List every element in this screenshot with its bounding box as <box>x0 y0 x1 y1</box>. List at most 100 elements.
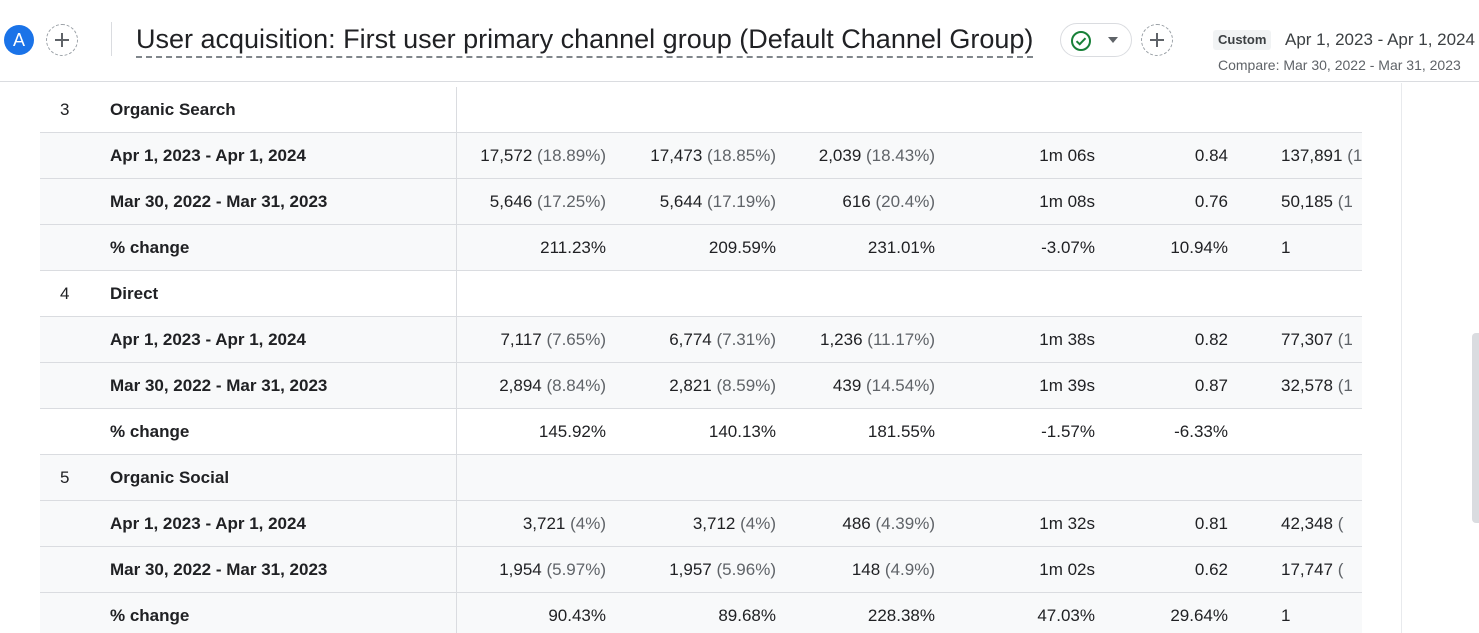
table-row: Apr 1, 2023 - Apr 1, 2024 7,117 (7.65%) … <box>40 317 1362 363</box>
cell-total-users: 2,894 (8.84%) <box>499 376 606 395</box>
cell-engaged-sessions: 0.87 <box>1194 376 1228 395</box>
caret-down-icon <box>1108 37 1118 43</box>
cell-engaged-sessions: 0.81 <box>1194 514 1228 533</box>
report-title[interactable]: User acquisition: First user primary cha… <box>136 22 1034 58</box>
cell-engaged-sessions: -6.33% <box>1174 422 1228 441</box>
cell-engagement-time: -3.07% <box>1041 238 1095 257</box>
cell-total-users: 90.43% <box>548 606 606 625</box>
cell-engagement-time: -1.57% <box>1041 422 1095 441</box>
content-gutter <box>1401 83 1402 633</box>
cell-new-users: 2,821 (8.59%) <box>669 376 776 395</box>
table-row-channel[interactable]: 5 Organic Social <box>40 455 1362 501</box>
column-divider <box>456 271 457 317</box>
column-divider <box>456 547 457 593</box>
cell-returning-users: 616 (20.4%) <box>842 192 935 211</box>
table-row-change: % change 90.43% 89.68% 228.38% 47.03% 29… <box>40 593 1362 633</box>
add-comparison-button[interactable] <box>46 24 78 56</box>
cell-engaged-sessions: 0.62 <box>1194 560 1228 579</box>
cell-engaged-sessions: 29.64% <box>1170 606 1228 625</box>
row-date-label: Apr 1, 2023 - Apr 1, 2024 <box>110 146 306 165</box>
cell-total-users: 1,954 (5.97%) <box>499 560 606 579</box>
cell-engagement-time: 1m 08s <box>1039 192 1095 211</box>
cell-returning-users: 231.01% <box>867 238 935 257</box>
acquisition-table: 3 Organic Search Apr 1, 2023 - Apr 1, 20… <box>40 87 1362 633</box>
cell-total-users: 3,721 (4%) <box>522 514 606 533</box>
cell-engagement-time: 1m 39s <box>1039 376 1095 395</box>
add-filter-button[interactable] <box>1141 24 1173 56</box>
cell-total-users: 17,572 (18.89%) <box>480 146 606 165</box>
column-divider <box>456 501 457 547</box>
cell-event-count: 32,578 (1 <box>1281 376 1353 395</box>
column-divider <box>456 409 457 455</box>
channel-name[interactable]: Direct <box>110 284 159 303</box>
cell-engagement-time: 1m 38s <box>1039 330 1095 349</box>
cell-returning-users: 439 (14.54%) <box>832 376 935 395</box>
plus-icon <box>55 33 69 47</box>
cell-engaged-sessions: 0.76 <box>1194 192 1228 211</box>
channel-name[interactable]: Organic Search <box>110 100 236 119</box>
row-date-label: Mar 30, 2022 - Mar 31, 2023 <box>110 192 328 211</box>
cell-event-count: 1 <box>1281 238 1291 257</box>
cell-total-users: 7,117 (7.65%) <box>500 330 606 349</box>
report-header: A User acquisition: First user primary c… <box>0 0 1479 82</box>
cell-total-users: 211.23% <box>540 238 606 257</box>
column-divider <box>456 363 457 409</box>
table-row: Apr 1, 2023 - Apr 1, 2024 3,721 (4%) 3,7… <box>40 501 1362 547</box>
date-range-picker[interactable]: Apr 1, 2023 - Apr 1, 2024 <box>1285 30 1475 49</box>
date-range-badge[interactable]: Custom <box>1213 30 1272 50</box>
row-change-label: % change <box>110 606 190 625</box>
cell-engaged-sessions: 10.94% <box>1170 238 1228 257</box>
cell-returning-users: 148 (4.9%) <box>851 560 935 579</box>
table-row: Mar 30, 2022 - Mar 31, 2023 1,954 (5.97%… <box>40 547 1362 593</box>
row-rank: 3 <box>60 100 70 119</box>
cell-new-users: 209.59% <box>708 238 776 257</box>
cell-event-count: 1 <box>1281 606 1291 625</box>
cell-returning-users: 181.55% <box>867 422 935 441</box>
cell-new-users: 17,473 (18.85%) <box>650 146 776 165</box>
cell-event-count: 42,348 ( <box>1281 514 1344 533</box>
column-divider <box>456 133 457 179</box>
row-rank: 4 <box>60 284 70 303</box>
vertical-scrollbar[interactable] <box>1472 333 1479 523</box>
cell-engagement-time: 47.03% <box>1037 606 1095 625</box>
row-change-label: % change <box>110 238 190 257</box>
cell-new-users: 89.68% <box>718 606 776 625</box>
cell-new-users: 3,712 (4%) <box>692 514 776 533</box>
report-status-dropdown[interactable] <box>1060 23 1132 57</box>
row-change-label: % change <box>110 422 190 441</box>
table-row-channel[interactable]: 4 Direct <box>40 271 1362 317</box>
cell-engagement-time: 1m 32s <box>1039 514 1095 533</box>
column-divider <box>456 179 457 225</box>
cell-engagement-time: 1m 02s <box>1039 560 1095 579</box>
row-date-label: Mar 30, 2022 - Mar 31, 2023 <box>110 560 328 579</box>
cell-new-users: 1,957 (5.96%) <box>669 560 776 579</box>
row-date-label: Mar 30, 2022 - Mar 31, 2023 <box>110 376 328 395</box>
header-divider <box>111 22 112 56</box>
table-row: Mar 30, 2022 - Mar 31, 2023 2,894 (8.84%… <box>40 363 1362 409</box>
table-row: Apr 1, 2023 - Apr 1, 2024 17,572 (18.89%… <box>40 133 1362 179</box>
compare-date-range[interactable]: Compare: Mar 30, 2022 - Mar 31, 2023 <box>1218 57 1461 73</box>
account-avatar[interactable]: A <box>4 25 34 55</box>
table-row-change: % change 145.92% 140.13% 181.55% -1.57% … <box>40 409 1362 455</box>
column-divider <box>456 317 457 363</box>
cell-engaged-sessions: 0.84 <box>1194 146 1228 165</box>
channel-name[interactable]: Organic Social <box>110 468 230 487</box>
cell-returning-users: 486 (4.39%) <box>842 514 935 533</box>
cell-new-users: 5,644 (17.19%) <box>659 192 776 211</box>
cell-total-users: 145.92% <box>538 422 606 441</box>
cell-engagement-time: 1m 06s <box>1039 146 1095 165</box>
cell-returning-users: 2,039 (18.43%) <box>818 146 935 165</box>
row-date-label: Apr 1, 2023 - Apr 1, 2024 <box>110 514 306 533</box>
cell-event-count: 17,747 ( <box>1281 560 1344 579</box>
cell-event-count: 50,185 (1 <box>1281 192 1353 211</box>
check-circle-icon <box>1071 31 1091 51</box>
cell-new-users: 6,774 (7.31%) <box>669 330 776 349</box>
column-divider <box>456 455 457 501</box>
cell-event-count: 137,891 (1 <box>1281 146 1362 165</box>
cell-new-users: 140.13% <box>708 422 776 441</box>
cell-engaged-sessions: 0.82 <box>1194 330 1228 349</box>
cell-returning-users: 1,236 (11.17%) <box>820 330 935 349</box>
plus-icon <box>1150 33 1164 47</box>
table-row-channel[interactable]: 3 Organic Search <box>40 87 1362 133</box>
table-row: Mar 30, 2022 - Mar 31, 2023 5,646 (17.25… <box>40 179 1362 225</box>
